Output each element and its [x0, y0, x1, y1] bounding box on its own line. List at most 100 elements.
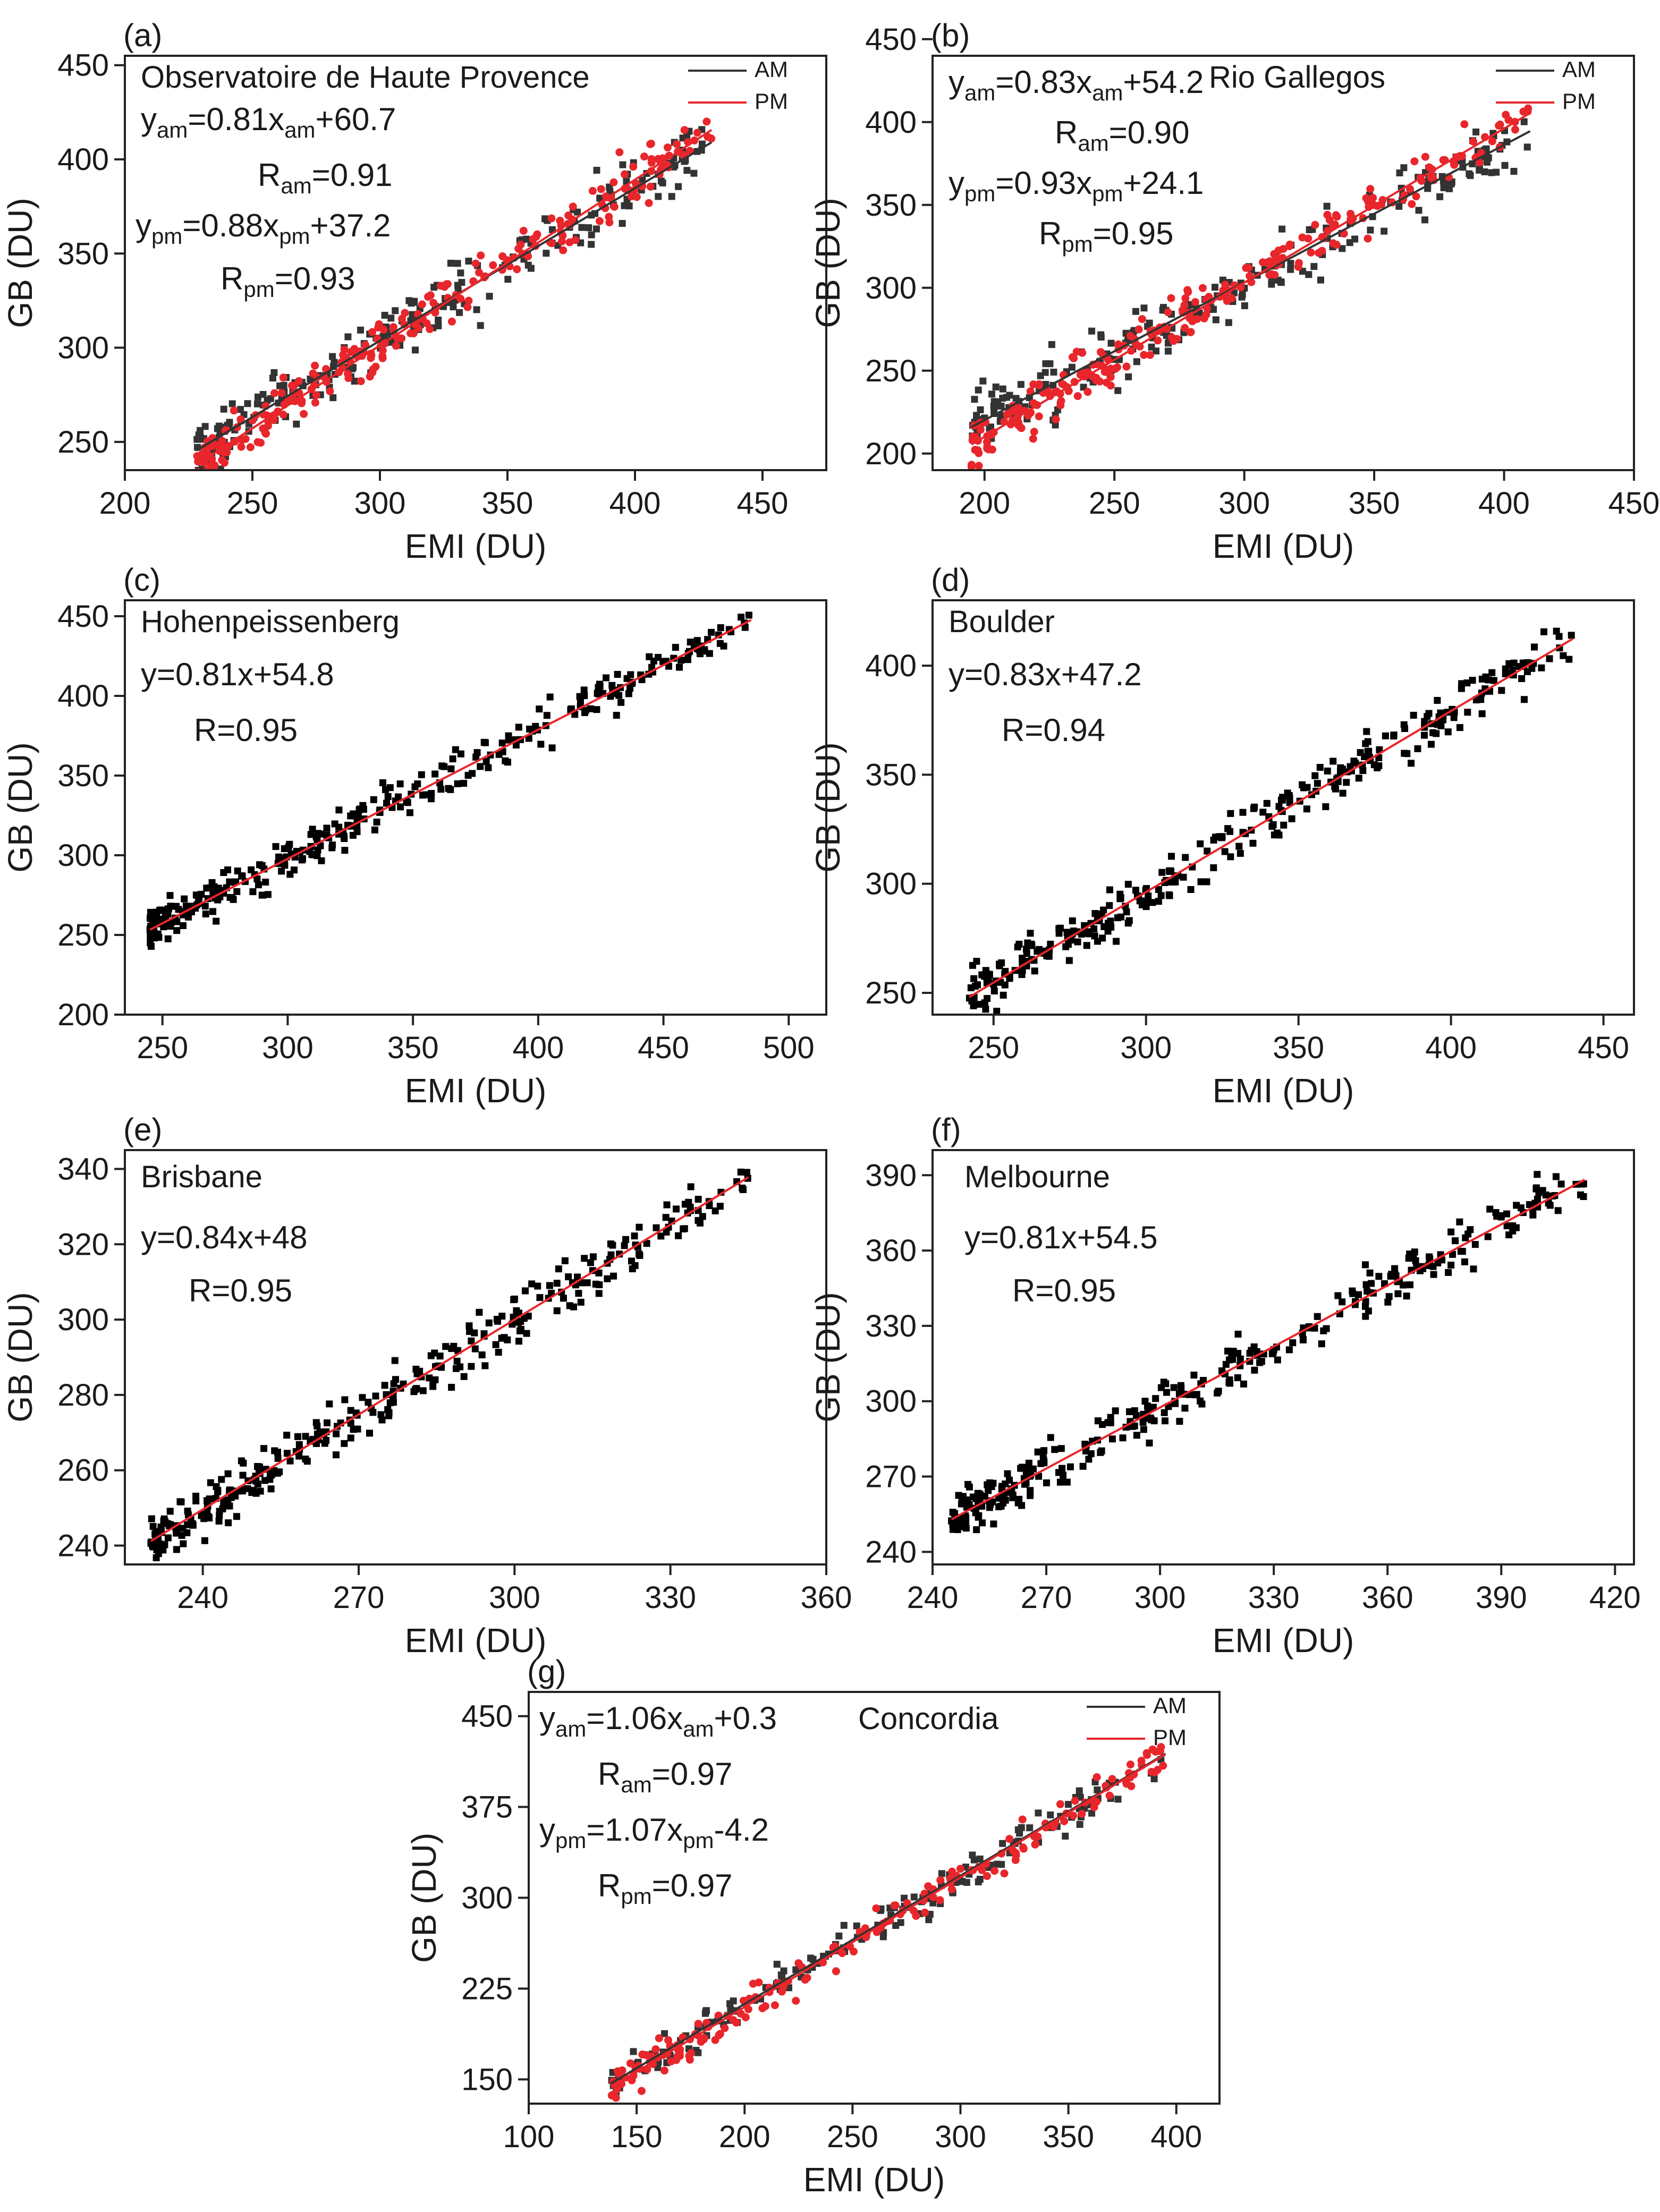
data-point-am	[897, 1919, 904, 1926]
data-point-all	[1285, 792, 1293, 799]
data-point-all	[574, 1273, 581, 1281]
data-point-pm	[1504, 116, 1513, 124]
data-point-all	[528, 1280, 536, 1288]
regression-ann-0: y=0.81x+54.5	[964, 1220, 1158, 1255]
x-tick-label: 330	[645, 1580, 696, 1615]
data-point-all	[596, 680, 603, 688]
data-point-all	[1230, 1348, 1237, 1355]
data-point-all	[309, 826, 316, 833]
ann-rest: =0.95	[211, 1273, 292, 1308]
data-point-all	[1366, 1269, 1374, 1277]
data-point-all	[1450, 714, 1458, 721]
data-point-pm	[344, 370, 352, 378]
data-point-am	[840, 1921, 848, 1929]
data-point-pm	[456, 294, 465, 303]
panel-label: (b)	[931, 18, 970, 53]
y-axis-label: GB (DU)	[809, 198, 847, 328]
ann-sub: am	[964, 80, 995, 105]
y-tick-label: 330	[865, 1309, 917, 1343]
data-point-all	[984, 971, 991, 978]
data-point-am	[411, 297, 418, 305]
data-point-all	[298, 856, 306, 864]
data-point-all	[1447, 1261, 1455, 1269]
data-point-pm	[1092, 1773, 1101, 1781]
data-point-all	[286, 840, 293, 848]
data-point-pm	[1294, 262, 1302, 271]
data-point-all	[974, 1490, 981, 1497]
data-point-all	[1190, 1372, 1198, 1379]
data-point-all	[623, 675, 631, 682]
data-point-pm	[237, 443, 245, 451]
data-point-all	[1461, 1258, 1468, 1265]
plot-frame	[124, 599, 827, 1016]
data-point-all	[468, 1337, 475, 1345]
data-point-all	[577, 1298, 585, 1306]
x-tick-label: 350	[482, 486, 533, 521]
data-point-am	[541, 215, 549, 223]
data-point-all	[203, 884, 210, 892]
data-point-all	[418, 771, 425, 778]
data-point-pm	[253, 438, 262, 446]
data-point-all	[1388, 1271, 1395, 1278]
data-point-all	[1204, 847, 1211, 855]
data-point-all	[189, 1521, 197, 1529]
ann-rest: =0.95	[1035, 1273, 1116, 1308]
data-point-am	[675, 183, 682, 190]
data-point-all	[1062, 943, 1070, 950]
x-axis-label: EMI (DU)	[1213, 1071, 1354, 1110]
data-point-pm	[610, 2090, 619, 2098]
data-point-am	[220, 405, 227, 413]
ann-sub2: am	[1092, 80, 1123, 105]
ann-rest: =0.94	[1024, 712, 1105, 748]
data-point-pm	[1105, 1791, 1114, 1800]
data-point-all	[215, 1517, 223, 1525]
data-point-all	[481, 739, 489, 746]
data-point-all	[609, 1241, 616, 1249]
data-point-am	[1323, 202, 1331, 210]
data-point-pm	[1304, 234, 1312, 243]
data-point-am	[329, 394, 337, 402]
data-point-all	[371, 826, 378, 833]
y-axis-label: GB (DU)	[809, 742, 847, 872]
legend-label-pm: PM	[1153, 1725, 1187, 1750]
ann-base: R	[189, 1273, 211, 1308]
y-tick-label: 250	[57, 918, 109, 952]
data-point-all	[743, 1169, 751, 1176]
data-point-pm	[361, 341, 370, 349]
data-point-pm	[1439, 156, 1447, 164]
data-point-all	[990, 987, 998, 994]
data-point-all	[1478, 710, 1486, 718]
data-point-pm	[651, 2045, 660, 2054]
data-point-pm	[699, 2035, 708, 2044]
data-point-pm	[1307, 248, 1315, 257]
x-tick-label: 300	[262, 1031, 314, 1065]
data-point-all	[1085, 1456, 1092, 1463]
data-point-pm	[1072, 347, 1081, 356]
data-point-pm	[1475, 158, 1484, 167]
data-point-pm	[498, 252, 507, 260]
data-point-all	[341, 835, 348, 843]
data-point-all	[1553, 627, 1560, 635]
plot-frame	[931, 55, 1635, 471]
data-point-all	[268, 1471, 275, 1478]
data-point-pm	[1060, 1817, 1069, 1825]
data-point-pm	[1011, 407, 1020, 416]
data-point-all	[1258, 1358, 1265, 1365]
data-point-all	[182, 903, 190, 910]
data-point-pm	[1024, 411, 1032, 420]
data-point-pm	[1069, 353, 1077, 361]
data-point-am	[1050, 369, 1057, 376]
ann-sub: am	[157, 117, 188, 142]
data-point-all	[546, 693, 554, 701]
y-tick-label: 250	[57, 425, 109, 460]
data-point-all	[429, 1383, 437, 1390]
data-point-all	[165, 905, 172, 913]
panel-g: (g) 100 150 200 250 300 350 400 150 225 300 375 450 E…	[405, 1654, 1221, 2199]
data-point-all	[249, 888, 257, 896]
data-point-am	[344, 333, 352, 341]
x-tick-label: 200	[959, 486, 1010, 521]
data-point-all	[295, 1452, 303, 1460]
data-point-all	[548, 744, 556, 752]
x-tick-label: 450	[1578, 1031, 1629, 1065]
panel-label: (c)	[123, 562, 160, 598]
